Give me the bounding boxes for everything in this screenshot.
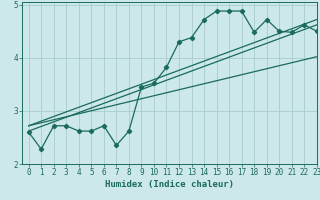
X-axis label: Humidex (Indice chaleur): Humidex (Indice chaleur) — [105, 180, 234, 189]
